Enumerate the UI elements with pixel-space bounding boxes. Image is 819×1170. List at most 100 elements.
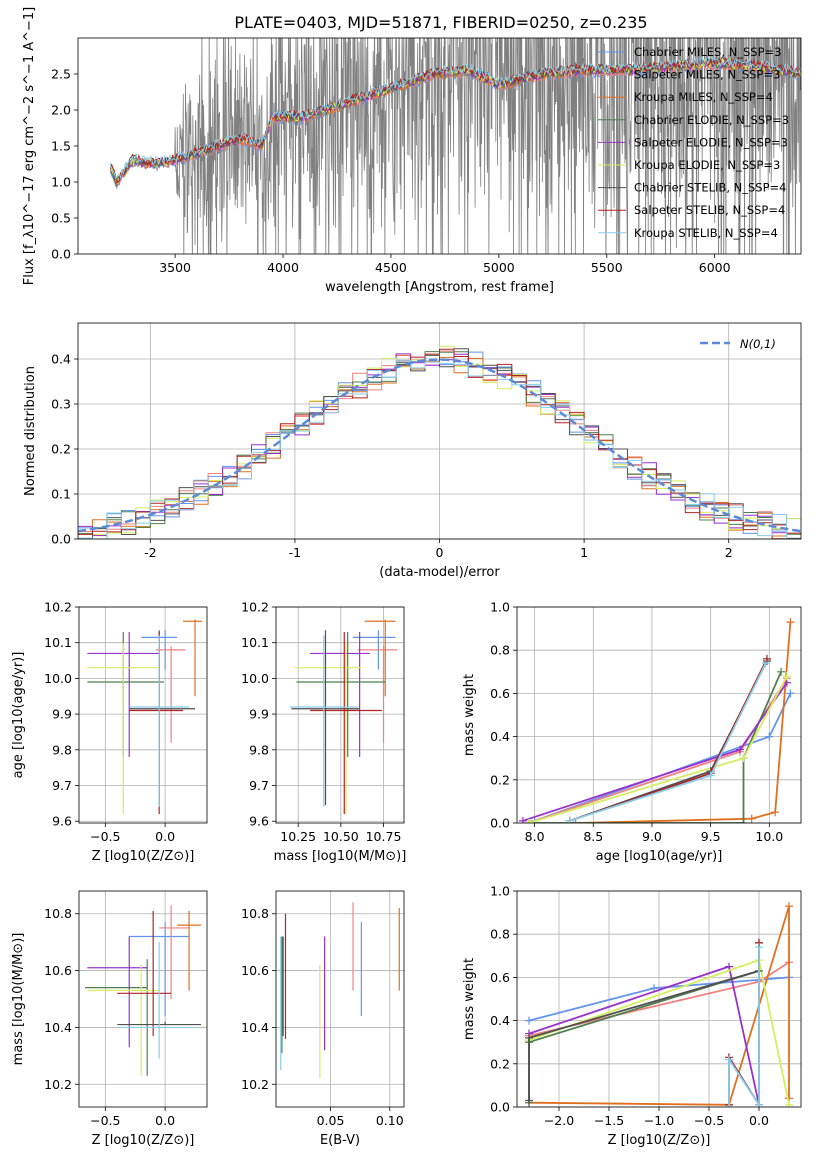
weight-marker bbox=[525, 1016, 533, 1025]
x-tick-label: −1.0 bbox=[644, 1113, 674, 1128]
weight-marker bbox=[725, 962, 733, 971]
y-tick-label: 0.2 bbox=[51, 442, 71, 457]
weight-marker bbox=[755, 943, 763, 952]
y-tick-label: 10.6 bbox=[241, 963, 269, 978]
x-tick-label: 6000 bbox=[699, 260, 731, 275]
plot-area bbox=[109, 38, 801, 254]
y-tick-label: 10.4 bbox=[241, 1020, 269, 1035]
errorbar-point bbox=[87, 936, 148, 1048]
axes-frame bbox=[516, 890, 802, 1108]
x-tick-label: 8.5 bbox=[583, 829, 603, 844]
x-tick-label: −0.5 bbox=[694, 1113, 724, 1128]
axes-frame bbox=[275, 606, 405, 824]
weight-marker bbox=[525, 1096, 533, 1105]
x-tick-label: 3500 bbox=[159, 260, 191, 275]
legend-entry: Chabrier ELODIE, N_SSP=3 bbox=[634, 113, 789, 127]
x-tick-label: 0 bbox=[436, 545, 444, 560]
errorbar-point bbox=[294, 642, 362, 815]
x-tick-label: 5500 bbox=[591, 260, 623, 275]
axes-frame bbox=[77, 37, 802, 255]
x-tick-label: -1 bbox=[289, 545, 301, 560]
y-axis-label: mass [log10(M/M⊙)] bbox=[11, 933, 26, 1066]
plot-area bbox=[280, 902, 400, 1079]
y-tick-label: 10.1 bbox=[241, 635, 269, 650]
y-tick-label: 0.6 bbox=[490, 970, 510, 985]
residual-histogram bbox=[78, 348, 801, 539]
weight-marker bbox=[725, 1055, 733, 1064]
weight-marker bbox=[725, 1103, 733, 1107]
plot-area bbox=[84, 905, 202, 1076]
gaussian-reference-curve bbox=[78, 358, 801, 533]
y-tick-label: 0.0 bbox=[51, 532, 71, 547]
weight-marker bbox=[786, 618, 795, 627]
errorbar-point bbox=[159, 905, 190, 999]
x-axis-label: (data-model)/error bbox=[379, 565, 500, 580]
legend-entry: Salpeter STELIB, N_SSP=4 bbox=[634, 203, 785, 217]
y-tick-label: 0.3 bbox=[51, 397, 71, 412]
y-tick-label: 9.6 bbox=[249, 814, 269, 829]
weight-series bbox=[524, 674, 791, 823]
x-tick-label: 9.5 bbox=[701, 829, 721, 844]
y-tick-label: 9.8 bbox=[52, 742, 72, 757]
x-tick-label: −0.5 bbox=[90, 1113, 120, 1128]
y-tick-label: 0.4 bbox=[490, 1013, 510, 1028]
x-tick-label: 2 bbox=[725, 545, 733, 560]
errorbar-point bbox=[87, 642, 160, 815]
y-axis-label: Normed distribution bbox=[23, 366, 38, 496]
weight-marker bbox=[786, 689, 795, 698]
age-vs-metallicity-panel: −0.5 0.0 9.6 9.7 9.8 9.9 10.0 10.1 10.2 Z [log10(… bbox=[11, 600, 208, 864]
x-tick-label: 10.50 bbox=[323, 829, 359, 844]
y-tick-label: 1.5 bbox=[51, 139, 71, 154]
x-tick-label: 0.0 bbox=[155, 829, 175, 844]
mass-vs-extinction-panel: 0.05 0.10 10.2 10.4 10.6 10.8 E(B-V) bbox=[241, 890, 405, 1148]
y-tick-label: 0.4 bbox=[51, 352, 71, 367]
weight-marker bbox=[571, 819, 580, 823]
x-axis-label: E(B-V) bbox=[320, 1133, 360, 1148]
figure-title: PLATE=0403, MJD=51871, FIBERID=0250, z=0… bbox=[234, 13, 647, 32]
mass-weight-vs-age-panel: 8.0 8.5 9.0 9.5 10.0 0.0 0.2 0.4 0.6 0.8 1.0 age [l… bbox=[462, 600, 802, 864]
y-tick-label: 9.9 bbox=[52, 707, 72, 722]
y-tick-label: 0.2 bbox=[490, 772, 510, 787]
legend-entry: Chabrier MILES, N_SSP=3 bbox=[634, 45, 781, 59]
weight-series bbox=[524, 672, 791, 823]
y-axis-label: mass weight bbox=[462, 674, 477, 756]
errorbar-point bbox=[87, 964, 160, 1076]
y-tick-label: 2.0 bbox=[51, 103, 71, 118]
weight-marker bbox=[761, 659, 770, 668]
x-tick-label: 8.0 bbox=[525, 829, 545, 844]
errorbar-point bbox=[84, 959, 148, 1076]
errorbar-point bbox=[129, 635, 190, 807]
legend-entry: Salpeter MILES, N_SSP=3 bbox=[634, 68, 780, 82]
weight-marker bbox=[747, 814, 756, 823]
plot-area bbox=[78, 345, 801, 539]
axes-frame bbox=[275, 890, 405, 1108]
weight-marker bbox=[762, 654, 771, 663]
spectrum-panel: 3500 4000 4500 5000 5500 6000 0.0 0.5 1.0 1.5 2.0 2… bbox=[22, 7, 802, 295]
legend-entry: N(0,1) bbox=[740, 337, 776, 351]
weight-series bbox=[525, 938, 763, 1105]
y-tick-label: 1.0 bbox=[490, 600, 510, 615]
y-tick-label: 9.7 bbox=[52, 778, 72, 793]
errorbar-point bbox=[364, 619, 396, 697]
y-tick-label: 10.2 bbox=[241, 600, 269, 615]
legend-entry: Kroupa ELODIE, N_SSP=3 bbox=[634, 158, 780, 172]
weight-marker bbox=[782, 672, 791, 681]
x-tick-label: 0.0 bbox=[749, 1113, 769, 1128]
weight-marker bbox=[785, 1100, 793, 1107]
errorbar-point bbox=[291, 630, 360, 806]
model-spectrum bbox=[109, 56, 801, 180]
x-tick-label: 0.05 bbox=[317, 1113, 345, 1128]
errorbar-point bbox=[87, 631, 164, 757]
x-tick-label: −2.0 bbox=[544, 1113, 574, 1128]
x-tick-label: −0.5 bbox=[90, 829, 120, 844]
errorbar-point bbox=[129, 631, 184, 815]
residual-histogram-panel: -2 -1 0 1 2 0.0 0.1 0.2 0.3 0.4 (data-model)/error… bbox=[23, 322, 802, 580]
y-tick-label: 0.1 bbox=[51, 487, 71, 502]
weight-series bbox=[518, 678, 791, 823]
weight-series bbox=[525, 966, 763, 1107]
errorbar-point bbox=[177, 910, 202, 991]
weight-marker bbox=[735, 745, 744, 754]
weight-series bbox=[524, 667, 786, 823]
y-tick-label: 10.8 bbox=[241, 906, 269, 921]
